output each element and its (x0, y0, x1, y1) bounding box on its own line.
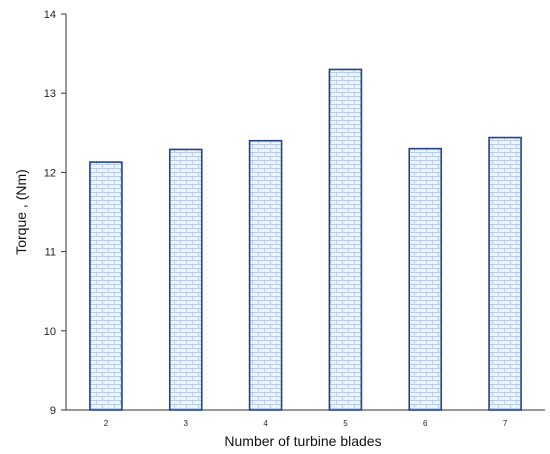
x-tick-label: 3 (184, 419, 189, 428)
y-tick-label: 11 (45, 247, 56, 259)
x-tick-label: 2 (104, 419, 109, 428)
y-axis-title: Torque , (Nm) (13, 169, 29, 255)
y-tick-label: 9 (50, 405, 56, 417)
bar-6 (408, 147, 443, 411)
x-tick-label: 6 (423, 419, 428, 428)
x-axis-title: Number of turbine blades (224, 433, 381, 449)
bar-7 (488, 136, 522, 411)
x-tick-label: 4 (263, 419, 268, 428)
x-tick-label: 5 (343, 419, 348, 428)
y-tick-label: 13 (44, 88, 56, 100)
plot-area: 9 10 11 12 13 14 2 3 4 5 6 7 (44, 9, 545, 428)
bar-5 (328, 68, 363, 411)
bar-3 (168, 148, 203, 411)
y-tick-label: 14 (44, 9, 56, 21)
y-tick-label: 10 (44, 326, 56, 338)
x-tick-label: 7 (503, 419, 508, 428)
y-tick-label: 12 (44, 167, 56, 179)
bar-2 (89, 161, 123, 411)
bar-4 (248, 139, 283, 411)
